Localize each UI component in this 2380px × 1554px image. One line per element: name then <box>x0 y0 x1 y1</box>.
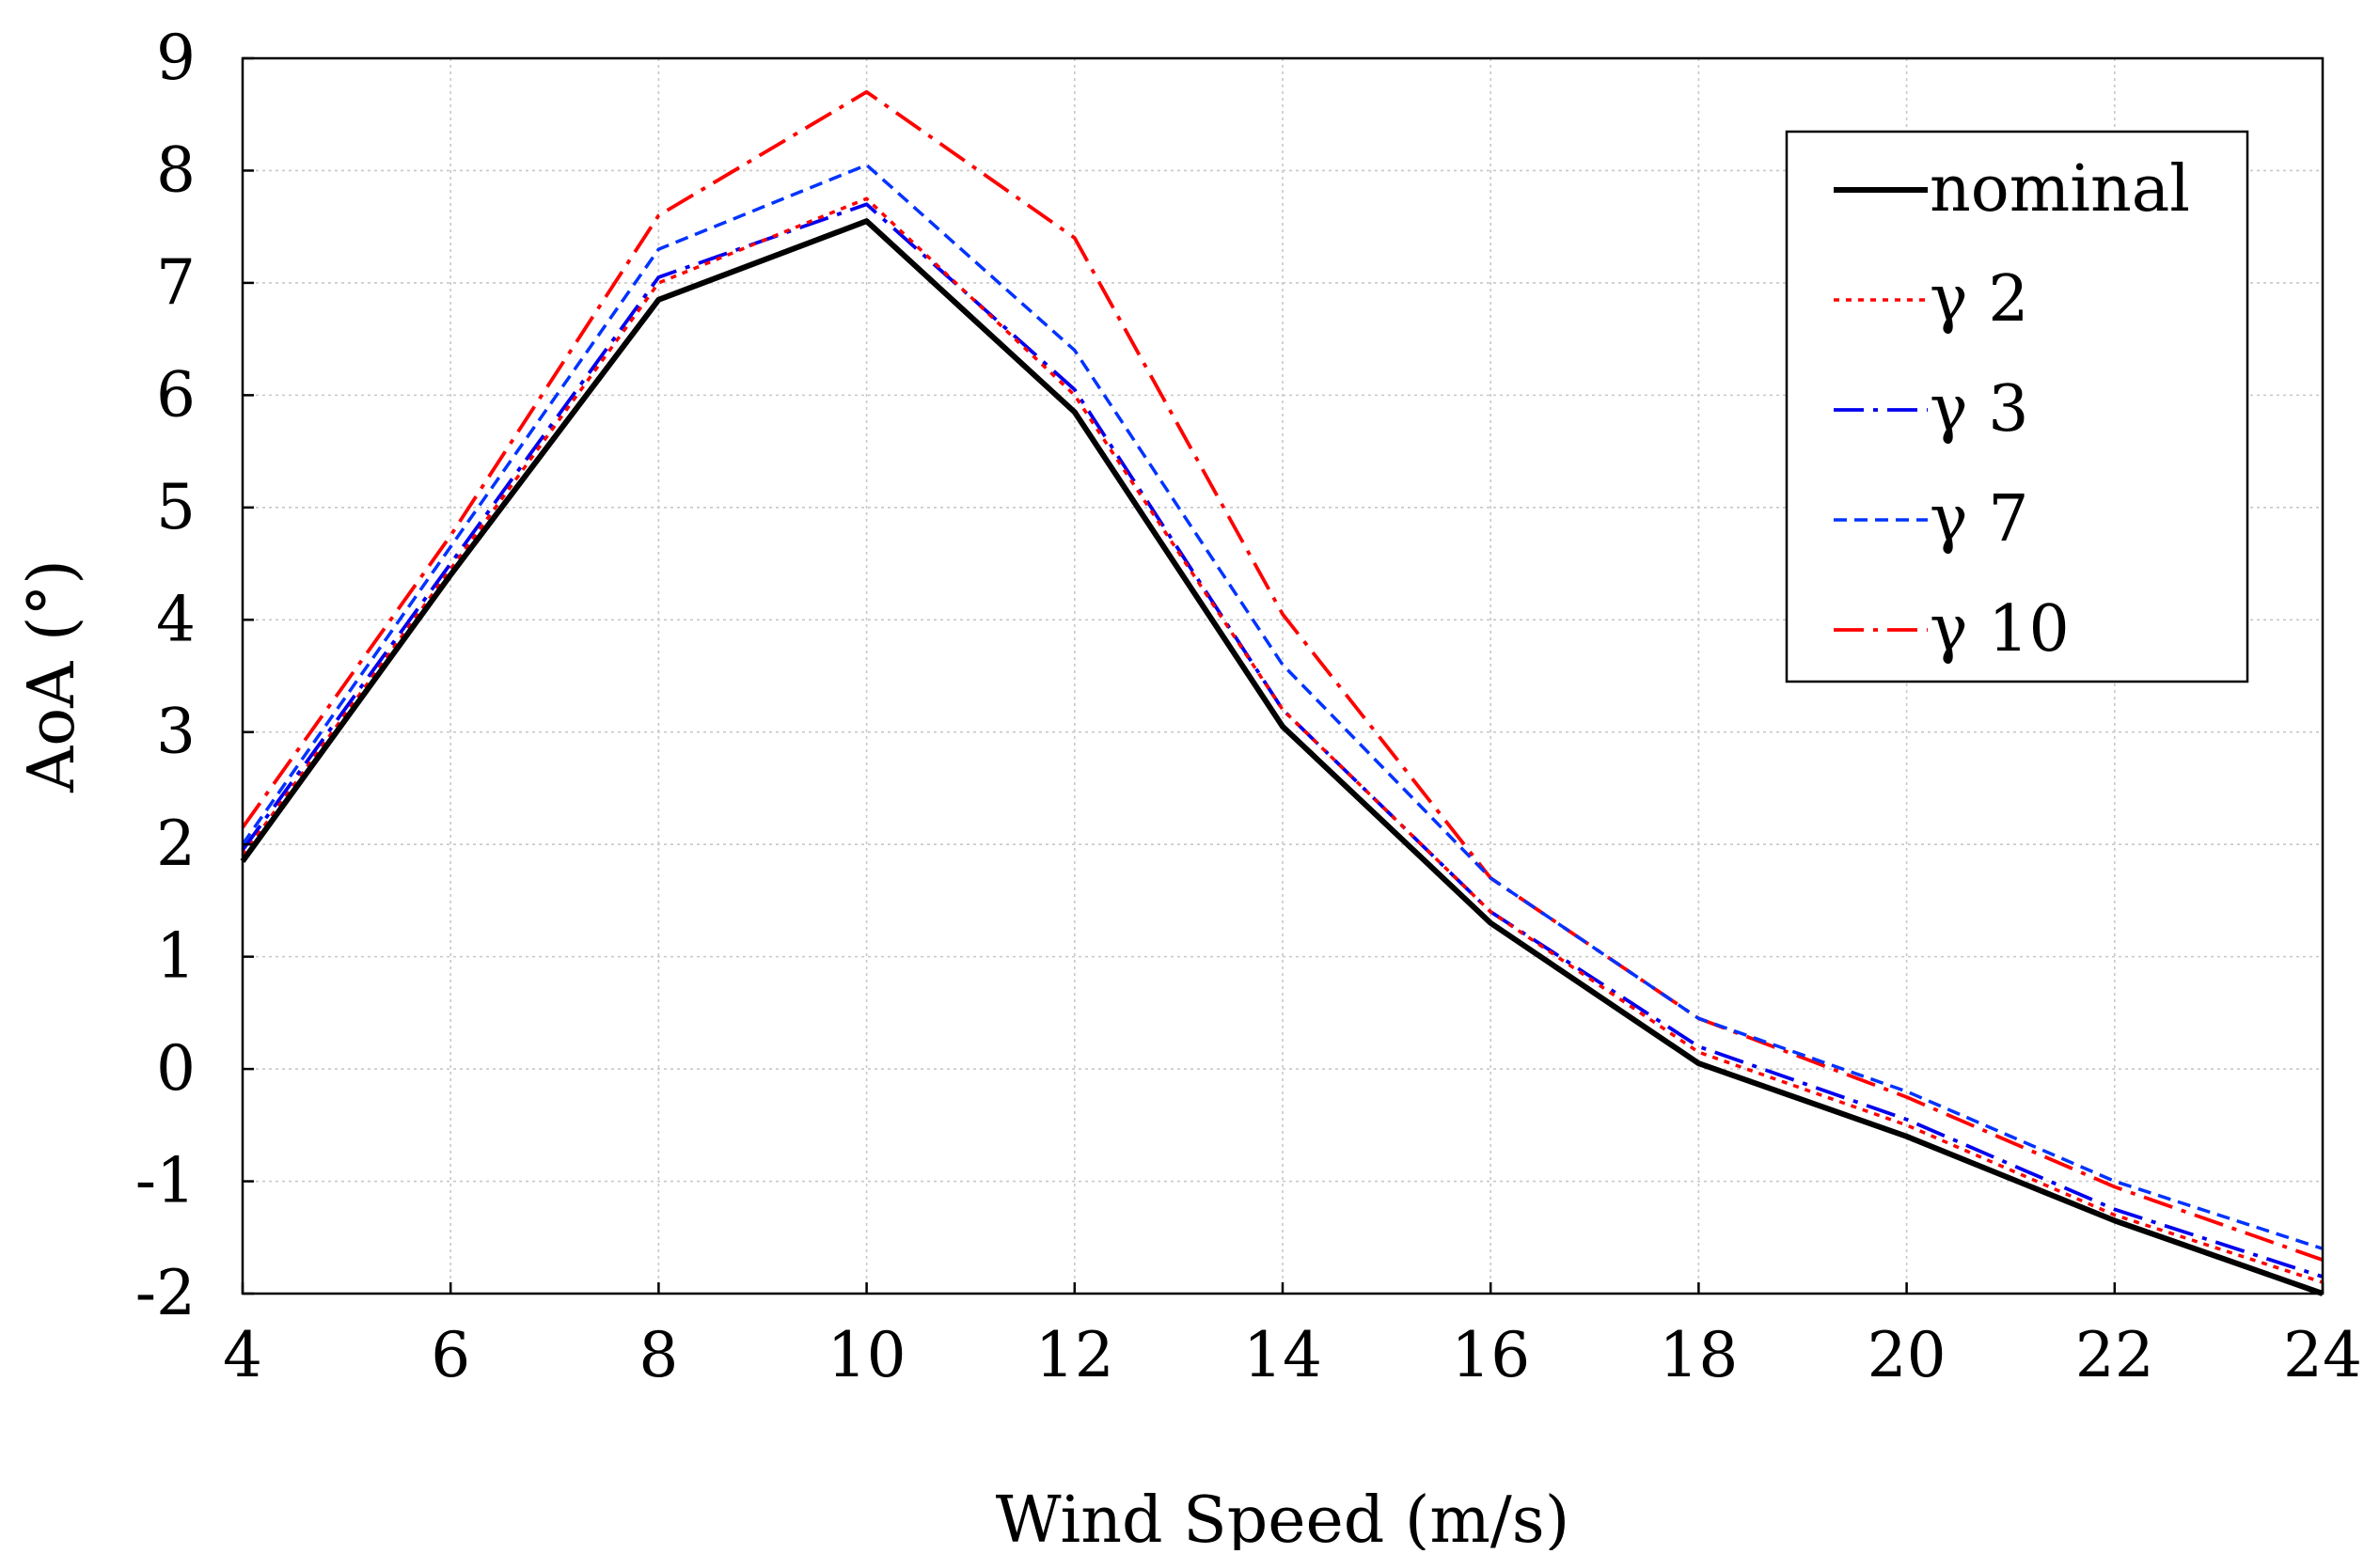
y-tick-label-7: 7 <box>156 246 196 319</box>
y-tick-label-4: 4 <box>156 583 196 655</box>
x-tick-label-12: 12 <box>1035 1319 1114 1391</box>
x-axis-title: Wind Speed (m/s) <box>996 1483 1569 1550</box>
legend-box <box>1785 130 2249 683</box>
x-tick-label-18: 18 <box>1659 1319 1738 1391</box>
x-tick-label-4: 4 <box>223 1319 262 1391</box>
series-line-0 <box>240 218 2324 1296</box>
y-tick-label-8: 8 <box>156 133 196 206</box>
y-tick-label-3: 3 <box>156 696 196 768</box>
x-tick-label-22: 22 <box>2075 1319 2154 1391</box>
legend-label-3: γ 7 <box>1930 482 2029 557</box>
legend-label-0: nominal <box>1930 152 2190 227</box>
y-tick-label-5: 5 <box>156 471 196 543</box>
legend-label-1: γ 2 <box>1930 262 2029 337</box>
y-tick-label-6: 6 <box>156 358 196 431</box>
x-tick-label-16: 16 <box>1451 1319 1530 1391</box>
x-tick-label-6: 6 <box>431 1319 470 1391</box>
series-line-4 <box>241 89 2324 1262</box>
y-tick-label-0: 0 <box>156 1032 196 1105</box>
y-tick-label-9: 9 <box>156 22 196 94</box>
y-tick-label--2: -2 <box>135 1257 196 1329</box>
legend-label-2: γ 3 <box>1930 372 2029 447</box>
y-tick-label-1: 1 <box>156 920 196 993</box>
x-tick-label-10: 10 <box>827 1319 906 1391</box>
x-tick-label-20: 20 <box>1868 1319 1947 1391</box>
series-line-2 <box>241 202 2324 1279</box>
x-tick-label-8: 8 <box>638 1319 678 1391</box>
series-line-1 <box>241 196 2324 1284</box>
y-tick-label-2: 2 <box>156 808 196 880</box>
x-tick-label-24: 24 <box>2283 1319 2362 1391</box>
series-lines <box>240 89 2324 1296</box>
legend: nominal γ 2 γ 3 γ 7 γ 10 <box>1785 130 2249 683</box>
y-axis-title: AoA (°) <box>15 559 89 793</box>
x-tick-label-14: 14 <box>1243 1319 1322 1391</box>
y-tick-label--1: -1 <box>135 1145 196 1217</box>
legend-label-4: γ 10 <box>1930 592 2070 667</box>
series-line-3 <box>241 163 2324 1250</box>
